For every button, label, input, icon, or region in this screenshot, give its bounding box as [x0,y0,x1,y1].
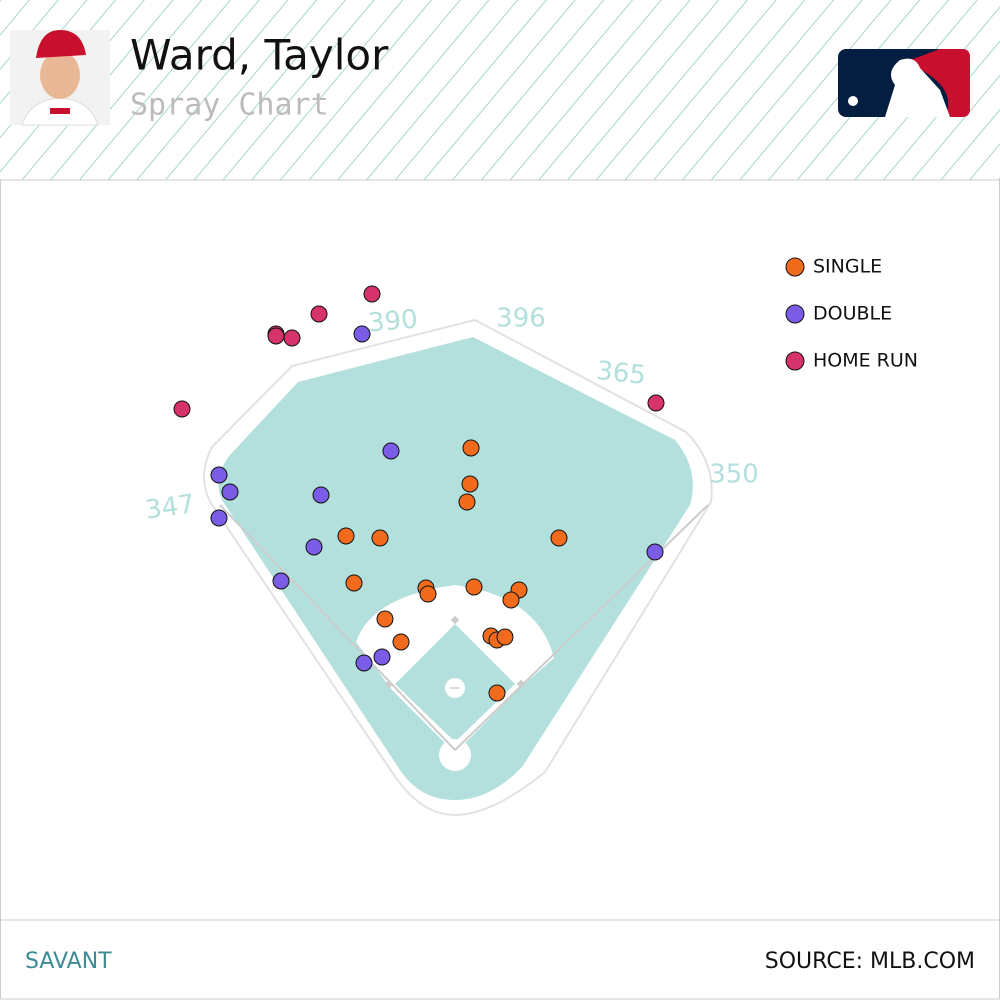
hit-point [305,538,323,556]
hit-point [272,572,290,590]
legend-swatch [785,304,805,324]
hit-point [458,493,476,511]
hit-point [392,633,410,651]
hit-point [353,325,371,343]
hit-point [382,442,400,460]
field [203,318,713,817]
header-bg [0,0,1000,180]
hit-point [488,684,506,702]
hit-point [173,400,191,418]
hit-point [465,578,483,596]
hit-point [345,574,363,592]
fence-distance: 390 [367,304,419,338]
legend-label: SINGLE [813,256,882,278]
footer-right: SOURCE: MLB.COM [765,949,975,974]
hit-point [646,543,664,561]
legend-label: HOME RUN [813,350,918,372]
hit-point [312,486,330,504]
hit-point [371,529,389,547]
hit-point [461,475,479,493]
hit-point [355,654,373,672]
legend-swatch [785,351,805,371]
title: Ward, Taylor [130,31,389,80]
hit-point [210,466,228,484]
fence-distance: 365 [595,356,648,391]
hit-point [419,585,437,603]
fence-distance: 396 [496,304,546,334]
hit-point [647,394,665,412]
subtitle: Spray Chart [130,88,329,123]
hit-point [550,529,568,547]
hit-point [462,439,480,457]
hit-point [337,527,355,545]
hit-point [267,327,285,345]
hit-point [310,305,328,323]
hit-point [283,329,301,347]
legend-swatch [785,257,805,277]
mlb-logo [838,49,970,117]
hit-point [373,648,391,666]
hit-point [363,285,381,303]
legend-label: DOUBLE [813,303,892,325]
hit-point [502,591,520,609]
fence-distance: 347 [143,489,196,526]
footer-left: SAVANT [25,949,112,974]
hit-point [210,509,228,527]
hit-point [496,628,514,646]
fence-distance: 350 [709,460,759,490]
player-photo [10,30,110,126]
hit-point [376,610,394,628]
hit-point [221,483,239,501]
